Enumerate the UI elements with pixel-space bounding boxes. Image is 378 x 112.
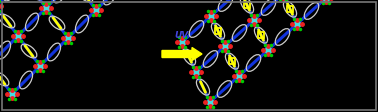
Bar bbox=[215, 28, 221, 34]
FancyArrow shape bbox=[162, 47, 202, 60]
Bar bbox=[258, 32, 264, 38]
Bar bbox=[287, 6, 293, 12]
Text: UV: UV bbox=[175, 31, 189, 40]
Bar bbox=[229, 58, 235, 64]
Bar bbox=[244, 2, 250, 8]
